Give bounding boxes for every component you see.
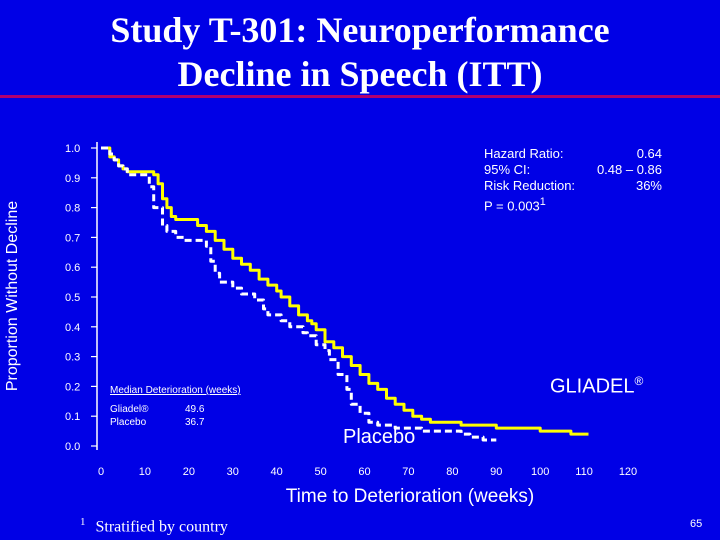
x-tick-label: 70: [402, 466, 414, 478]
x-tick-label: 10: [139, 466, 151, 478]
y-tick-label: 0.7: [65, 232, 80, 244]
title-divider: [0, 95, 720, 98]
y-tick-label: 0.0: [65, 441, 80, 453]
x-tick-label: 20: [183, 466, 195, 478]
y-tick-label: 0.4: [65, 322, 80, 334]
legend-placebo: Placebo: [343, 426, 416, 448]
p-value-label: P = 0.003: [484, 198, 540, 214]
page-number: 65: [690, 518, 703, 530]
chart-axes: 0.0 0.1 0.2 0.3 0.4 0.5 0.6 0.7 0.8 0.9 1.0 0 10 20 30…: [65, 142, 637, 478]
y-tick-label: 0.6: [65, 262, 80, 274]
x-tick-label: 80: [446, 466, 458, 478]
confidence-interval-row: 95% CI: 0.48 – 0.86: [484, 162, 662, 178]
median-row-gliadel: Gliadel® 49.6: [110, 403, 310, 416]
median-row-value: 49.6: [185, 404, 205, 415]
y-tick-label: 0.1: [65, 411, 80, 423]
title-line-2: Decline in Speech (ITT): [177, 54, 543, 94]
x-tick-label: 60: [358, 466, 370, 478]
y-tick-label: 0.3: [65, 352, 80, 364]
statistics-box: Hazard Ratio: 0.64 95% CI: 0.48 – 0.86 R…: [484, 146, 662, 214]
placebo-survival-line: [101, 146, 497, 442]
title-line-1: Study T-301: Neuroperformance: [110, 10, 610, 50]
x-tick-label: 120: [619, 466, 637, 478]
median-table: Median Deterioration (weeks) Gliadel® 49…: [110, 385, 310, 429]
x-tick-label: 100: [531, 466, 549, 478]
legend-gliadel-mark: ®: [634, 374, 644, 388]
median-row-value: 36.7: [185, 417, 205, 428]
risk-reduction-value: 36%: [635, 178, 662, 193]
confidence-interval-value: 0.48 – 0.86: [596, 162, 662, 177]
footnote-mark: 1: [80, 516, 86, 528]
legend-gliadel-text: GLIADEL: [550, 375, 635, 398]
gliadel-survival-line: [101, 146, 589, 436]
hazard-ratio-label: Hazard Ratio:: [484, 146, 564, 161]
risk-reduction-label: Risk Reduction:: [484, 178, 576, 193]
x-tick-label: 110: [575, 466, 593, 478]
median-table-heading: Median Deterioration (weeks): [110, 385, 241, 396]
median-row-placebo: Placebo 36.7: [110, 416, 310, 429]
p-value-footnote-mark: 1: [539, 196, 546, 208]
p-value-row: P = 0.0031: [484, 194, 662, 214]
y-tick-label: 0.8: [65, 203, 80, 215]
hazard-ratio-row: Hazard Ratio: 0.64: [484, 146, 662, 162]
y-tick-label: 1.0: [65, 143, 80, 155]
y-tick-label: 0.9: [65, 173, 80, 185]
x-tick-label: 90: [490, 466, 502, 478]
median-row-name: Placebo: [110, 417, 147, 428]
y-tick-label: 0.2: [65, 381, 80, 393]
x-axis-label: Time to Deterioration (weeks): [285, 486, 535, 507]
footnote: 1 Stratified by country: [80, 516, 228, 536]
x-tick-label: 30: [227, 466, 239, 478]
confidence-interval-label: 95% CI:: [484, 162, 531, 177]
hazard-ratio-value: 0.64: [636, 146, 662, 161]
x-tick-label: 40: [271, 466, 283, 478]
slide-title: Study T-301: Neuroperformance Decline in…: [0, 8, 720, 96]
footnote-text: Stratified by country: [95, 518, 228, 536]
median-row-name: Gliadel®: [110, 404, 149, 415]
legend-gliadel: GLIADEL®: [550, 374, 643, 399]
x-tick-label: 0: [98, 466, 104, 478]
y-tick-label: 0.5: [65, 292, 80, 304]
chart-series: [101, 146, 589, 442]
x-tick-label: 50: [314, 466, 326, 478]
risk-reduction-row: Risk Reduction: 36%: [484, 178, 662, 194]
